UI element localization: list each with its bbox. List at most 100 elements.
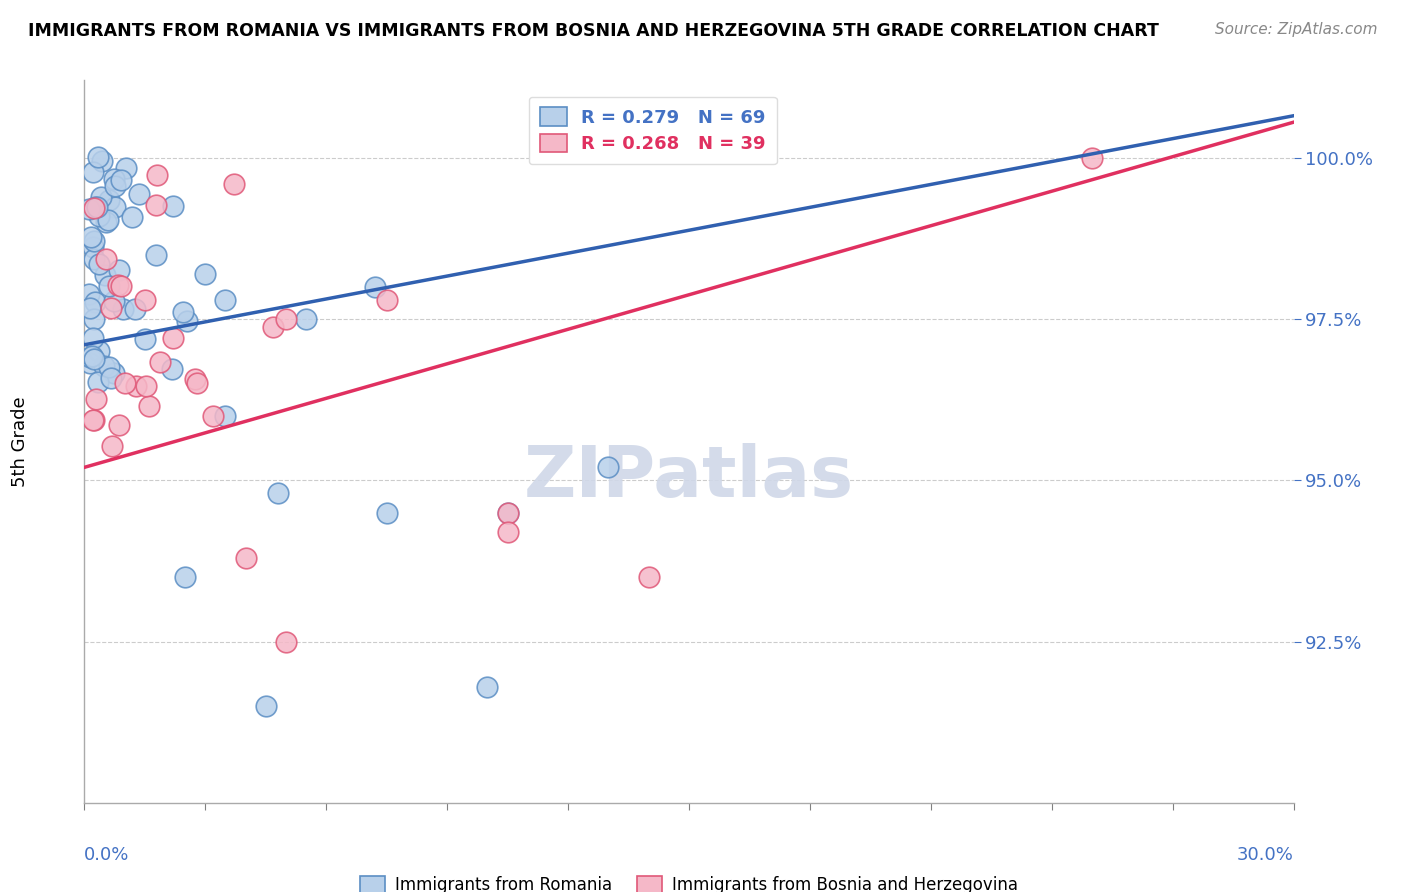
Point bbox=[162, 331, 184, 345]
Point bbox=[83, 234, 105, 248]
Legend: Immigrants from Romania, Immigrants from Bosnia and Herzegovina: Immigrants from Romania, Immigrants from… bbox=[353, 869, 1025, 892]
Point bbox=[107, 418, 129, 433]
Point bbox=[186, 376, 208, 391]
Point bbox=[104, 178, 127, 193]
Point bbox=[375, 293, 398, 307]
Point bbox=[100, 301, 122, 315]
Point bbox=[103, 366, 125, 380]
Point bbox=[114, 161, 136, 176]
Point bbox=[162, 199, 184, 213]
Point bbox=[84, 294, 107, 309]
Point bbox=[79, 350, 101, 364]
Point bbox=[103, 294, 125, 309]
Point bbox=[79, 301, 101, 315]
Point bbox=[93, 359, 115, 374]
Point bbox=[82, 412, 104, 426]
Point bbox=[83, 312, 105, 326]
Point bbox=[162, 362, 184, 376]
Point bbox=[222, 178, 245, 192]
Point bbox=[128, 186, 150, 201]
Y-axis label: 5th Grade: 5th Grade bbox=[11, 396, 28, 487]
Text: 30.0%: 30.0% bbox=[1237, 847, 1294, 864]
Point bbox=[104, 200, 127, 214]
Point bbox=[80, 349, 103, 363]
Point bbox=[97, 213, 120, 227]
Point bbox=[145, 248, 167, 262]
Point bbox=[496, 506, 519, 520]
Point bbox=[124, 379, 146, 393]
Point bbox=[79, 202, 101, 217]
Point bbox=[98, 193, 121, 207]
Point bbox=[90, 190, 112, 204]
Point bbox=[134, 293, 156, 307]
Point bbox=[274, 312, 297, 326]
Point bbox=[110, 279, 132, 293]
Point bbox=[103, 171, 125, 186]
Point bbox=[83, 202, 105, 216]
Point bbox=[214, 409, 236, 423]
Point bbox=[110, 173, 132, 187]
Point bbox=[84, 392, 107, 406]
Point bbox=[363, 279, 385, 293]
Point bbox=[274, 634, 297, 648]
Point bbox=[184, 372, 207, 386]
Point bbox=[112, 301, 135, 316]
Point bbox=[82, 165, 104, 179]
Point bbox=[637, 570, 659, 584]
Text: IMMIGRANTS FROM ROMANIA VS IMMIGRANTS FROM BOSNIA AND HERZEGOVINA 5TH GRADE CORR: IMMIGRANTS FROM ROMANIA VS IMMIGRANTS FR… bbox=[28, 22, 1159, 40]
Text: ZIPatlas: ZIPatlas bbox=[524, 443, 853, 512]
Point bbox=[86, 200, 108, 214]
Point bbox=[496, 524, 519, 539]
Point bbox=[375, 506, 398, 520]
Point bbox=[598, 460, 620, 475]
Point bbox=[87, 210, 110, 224]
Point bbox=[90, 154, 112, 169]
Point bbox=[83, 252, 105, 267]
Point bbox=[77, 287, 100, 301]
Point bbox=[80, 230, 103, 244]
Point bbox=[121, 210, 143, 224]
Point bbox=[135, 378, 157, 392]
Text: Source: ZipAtlas.com: Source: ZipAtlas.com bbox=[1215, 22, 1378, 37]
Point bbox=[82, 331, 104, 345]
Point bbox=[87, 344, 110, 359]
Point bbox=[145, 198, 167, 212]
Point bbox=[108, 263, 131, 277]
Point bbox=[477, 680, 499, 694]
Point bbox=[174, 570, 197, 584]
Point bbox=[176, 314, 198, 328]
Point bbox=[202, 409, 225, 423]
Point bbox=[134, 332, 156, 346]
Point bbox=[79, 356, 101, 370]
Point bbox=[83, 351, 105, 366]
Point bbox=[94, 268, 117, 283]
Point bbox=[173, 305, 195, 319]
Point bbox=[267, 486, 290, 500]
Point bbox=[295, 312, 318, 326]
Point bbox=[262, 320, 284, 334]
Point bbox=[82, 239, 104, 253]
Point bbox=[87, 257, 110, 271]
Text: 0.0%: 0.0% bbox=[84, 847, 129, 864]
Point bbox=[94, 252, 117, 266]
Point bbox=[214, 293, 236, 307]
Point bbox=[97, 359, 120, 374]
Point bbox=[107, 278, 129, 293]
Point bbox=[94, 214, 117, 228]
Point bbox=[87, 375, 110, 389]
Point bbox=[83, 413, 105, 427]
Point bbox=[138, 399, 160, 413]
Point bbox=[101, 439, 124, 453]
Point bbox=[100, 370, 122, 384]
Point bbox=[83, 200, 105, 214]
Point bbox=[114, 376, 136, 390]
Point bbox=[1081, 151, 1104, 165]
Point bbox=[496, 506, 519, 520]
Point bbox=[194, 267, 217, 281]
Point bbox=[254, 699, 277, 714]
Point bbox=[146, 169, 169, 183]
Point bbox=[235, 550, 257, 565]
Point bbox=[124, 301, 146, 316]
Point bbox=[87, 151, 110, 165]
Point bbox=[149, 355, 172, 369]
